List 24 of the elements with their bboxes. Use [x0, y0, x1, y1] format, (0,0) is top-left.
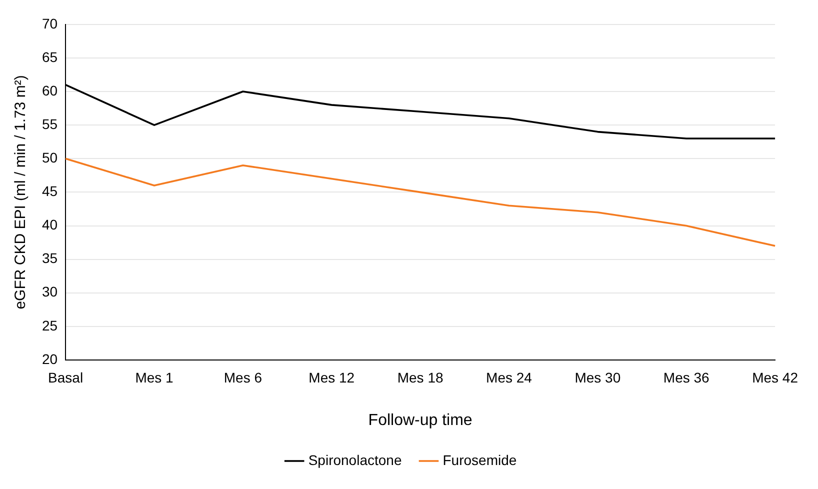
x-tick-label: Mes 12 [308, 369, 355, 386]
x-axis-title: Follow-up time [368, 412, 472, 429]
x-tick-label: Mes 30 [574, 369, 621, 386]
y-tick-label: 25 [42, 317, 58, 334]
x-tick-label: Basal [48, 369, 84, 386]
y-tick-label: 50 [42, 150, 58, 166]
y-tick-label: 45 [42, 183, 58, 200]
y-tick-label: 55 [42, 116, 58, 132]
legend-label: Spironolactone [308, 452, 402, 468]
y-tick-label: 70 [42, 15, 58, 32]
y-axis-title: eGFR CKD EPI (ml / min / 1.73 m²) [12, 75, 30, 310]
x-tick-label: Mes 42 [752, 369, 798, 386]
x-tick-label: Mes 1 [135, 369, 174, 386]
y-tick-label: 40 [42, 216, 58, 233]
y-tick-label: 35 [42, 250, 58, 266]
x-tick-label: Mes 6 [224, 369, 262, 386]
y-tick-label: 65 [42, 48, 58, 65]
x-tick-label: Mes 24 [486, 369, 532, 386]
y-tick-label: 60 [42, 82, 58, 98]
x-tick-label: Mes 18 [397, 369, 444, 386]
x-tick-label: Mes 36 [663, 369, 710, 386]
y-tick-label: 20 [42, 350, 58, 367]
legend-label: Furosemide [442, 452, 517, 468]
y-tick-label: 30 [42, 284, 58, 300]
